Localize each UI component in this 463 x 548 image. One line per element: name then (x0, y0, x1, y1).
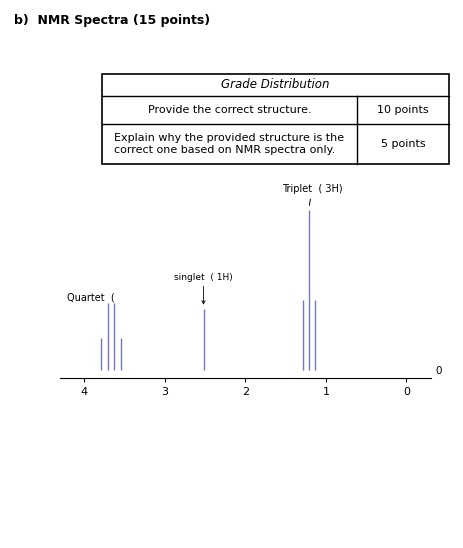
Text: Grade Distribution: Grade Distribution (221, 78, 330, 92)
Text: singlet  ( 1H): singlet ( 1H) (174, 273, 233, 282)
Text: Quartet  (: Quartet ( (67, 293, 114, 303)
Text: b)  NMR Spectra (15 points): b) NMR Spectra (15 points) (14, 14, 210, 27)
Text: 10 points: 10 points (377, 105, 429, 115)
Text: Explain why the provided structure is the
correct one based on NMR spectra only.: Explain why the provided structure is th… (114, 133, 344, 155)
Text: 5 points: 5 points (381, 139, 425, 149)
Text: Triplet  ( 3H): Triplet ( 3H) (282, 184, 342, 206)
Text: Provide the correct structure.: Provide the correct structure. (148, 105, 311, 115)
